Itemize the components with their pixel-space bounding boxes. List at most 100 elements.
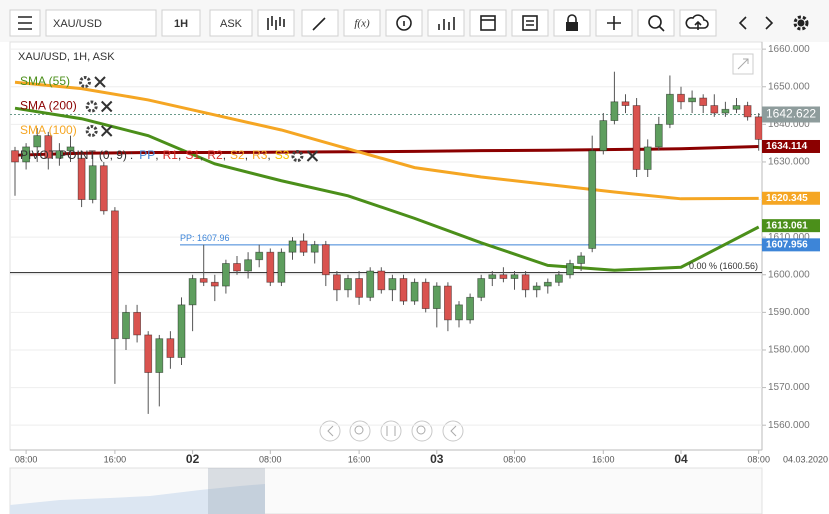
- candle-body: [255, 251, 264, 261]
- x-tick-label: 16:00: [104, 454, 127, 464]
- last-price-tag: [762, 106, 820, 123]
- draw-button[interactable]: [301, 9, 339, 37]
- remove-icon[interactable]: [100, 100, 113, 113]
- candle-body: [654, 123, 663, 148]
- legend-controls: [291, 150, 319, 162]
- candle-body: [344, 278, 352, 291]
- settings-icon[interactable]: [85, 125, 98, 137]
- candle-body: [688, 97, 696, 103]
- candle-body: [299, 240, 308, 253]
- volume-button[interactable]: [427, 9, 465, 37]
- candle-body: [332, 274, 341, 291]
- candle-body: [699, 97, 708, 106]
- plot: [10, 48, 762, 426]
- interval: 1H: [174, 18, 188, 30]
- candle-body: [510, 274, 519, 279]
- candle-body: [88, 165, 97, 200]
- x-tick-label: 08:00: [15, 454, 38, 464]
- settings-icon[interactable]: [79, 76, 92, 88]
- plot-area: [9, 41, 763, 451]
- toolbar: XAU/USD 1H ASK f(x): [0, 0, 829, 42]
- candle-body: [66, 146, 75, 152]
- zoom-controls: [319, 420, 464, 442]
- zoom-button[interactable]: [637, 9, 675, 37]
- info-button[interactable]: [385, 9, 423, 37]
- candle-body: [455, 304, 463, 321]
- reset-zoom[interactable]: [380, 420, 402, 442]
- last-price-label: 1642.622: [766, 107, 816, 121]
- price-tag: [762, 238, 820, 252]
- remove-icon[interactable]: [306, 150, 319, 162]
- navigator: [9, 467, 763, 514]
- price-tag: [762, 191, 820, 205]
- legend-entry: SMA (200): [20, 99, 77, 113]
- x-tick-label: 16:00: [348, 454, 371, 464]
- interval-button[interactable]: [161, 9, 201, 37]
- navigator-window[interactable]: [208, 468, 265, 514]
- sma-line: [14, 80, 759, 201]
- settings-button[interactable]: [793, 15, 809, 31]
- remove-icon[interactable]: [100, 125, 113, 137]
- legend-entry: SMA (100): [20, 123, 77, 137]
- chart-type-button[interactable]: [257, 9, 295, 37]
- candle-body: [710, 105, 719, 114]
- candle-body: [11, 150, 19, 163]
- candle-body: [599, 120, 608, 152]
- symbol-input[interactable]: [45, 9, 157, 37]
- price-tag-label: 1613.061: [766, 220, 808, 231]
- pivot-legend: ,: [178, 148, 181, 162]
- pp-label: PP: 1607.96: [180, 233, 230, 243]
- legend-entry: SMA (55): [20, 74, 70, 88]
- settings-icon[interactable]: [291, 150, 304, 162]
- lock-button[interactable]: [553, 9, 591, 37]
- candle-body: [188, 278, 197, 306]
- price-tag: [762, 139, 820, 153]
- chart-title: XAU/USD, 1H, ASK: [18, 51, 115, 63]
- crosshair-button[interactable]: [595, 9, 633, 37]
- candle-body: [543, 281, 552, 287]
- calendar-button[interactable]: [469, 9, 507, 37]
- y-tick-label: 1650.000: [768, 81, 810, 92]
- settings-icon[interactable]: [85, 100, 98, 113]
- candle-body: [521, 274, 530, 291]
- candle-body: [22, 146, 31, 163]
- expand-button[interactable]: [732, 53, 754, 75]
- x-tick-label: 04: [674, 452, 688, 466]
- candle-body: [555, 274, 563, 283]
- pivot-legend: :: [130, 148, 133, 162]
- legend-controls: [79, 76, 106, 88]
- candle-body: [266, 251, 275, 283]
- news-button[interactable]: [511, 9, 549, 37]
- y-tick-label: 1560.000: [768, 420, 810, 431]
- remove-icon[interactable]: [94, 76, 106, 88]
- candle-body: [33, 135, 42, 148]
- y-tick-label: 1610.000: [768, 232, 810, 243]
- candle-body: [488, 274, 497, 279]
- upload-button[interactable]: [679, 9, 717, 37]
- candle-body: [233, 263, 241, 272]
- y-tick-label: 1660.000: [768, 44, 810, 55]
- price-tag: [762, 219, 820, 233]
- prev-button[interactable]: [738, 16, 747, 30]
- price-type-button[interactable]: [209, 9, 253, 37]
- candle-body: [388, 278, 397, 291]
- candle-body: [743, 105, 752, 118]
- indicator-button[interactable]: f(x): [343, 9, 381, 37]
- pivot-legend: ,: [155, 148, 158, 162]
- candle-body: [221, 263, 230, 287]
- menu-button[interactable]: [9, 9, 41, 37]
- candle-body: [144, 334, 153, 373]
- candle-body: [443, 285, 452, 321]
- candle-body: [366, 270, 375, 298]
- candle-body: [166, 338, 175, 358]
- candle-body: [122, 311, 130, 340]
- y-tick-label: 1590.000: [768, 307, 810, 318]
- pivot-legend: R2: [207, 148, 223, 162]
- candle-body: [244, 259, 253, 272]
- x-tick-label: 08:00: [259, 454, 282, 464]
- next-button[interactable]: [765, 16, 774, 30]
- y-tick-label: 1640.000: [768, 119, 810, 130]
- candle-body: [133, 311, 142, 336]
- candle-body: [288, 240, 297, 253]
- pivot-legend: S1: [185, 148, 200, 162]
